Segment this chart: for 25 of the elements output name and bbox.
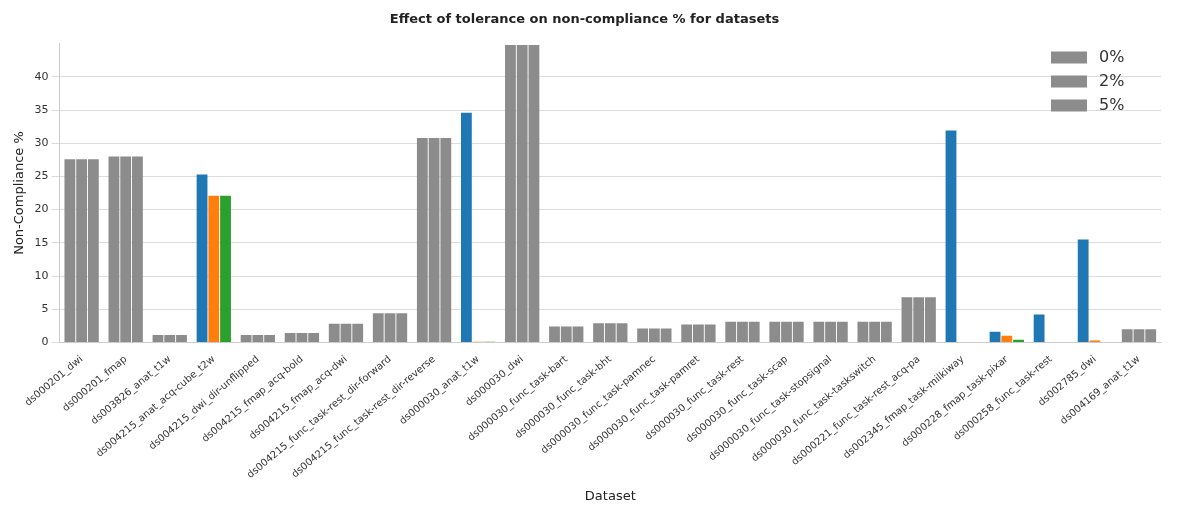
bar bbox=[196, 174, 208, 342]
y-axis-title: Non-Compliance % bbox=[11, 131, 27, 255]
bar bbox=[945, 130, 957, 342]
y-tick-label: 35 bbox=[34, 102, 49, 116]
bar bbox=[989, 331, 1001, 342]
bar bbox=[460, 112, 472, 342]
legend-label: 5% bbox=[1099, 94, 1125, 114]
y-tick-label: 25 bbox=[34, 169, 49, 183]
y-tick-label: 20 bbox=[34, 202, 49, 216]
bar bbox=[1001, 335, 1013, 342]
x-axis-title: Dataset bbox=[584, 487, 636, 503]
bar bbox=[1033, 314, 1045, 342]
y-tick-label: 5 bbox=[41, 302, 49, 316]
bar bbox=[208, 195, 220, 342]
y-tick-label: 15 bbox=[34, 235, 49, 249]
legend-label: 2% bbox=[1099, 70, 1125, 90]
bar bbox=[1077, 239, 1089, 342]
y-tick-label: 10 bbox=[34, 268, 49, 282]
y-tick-label: 0 bbox=[41, 335, 49, 349]
y-tick-label: 40 bbox=[34, 69, 49, 83]
bar bbox=[1013, 339, 1024, 342]
legend-label: 0% bbox=[1099, 46, 1125, 66]
bar bbox=[220, 195, 231, 342]
chart-title: Effect of tolerance on non-compliance % for datasets bbox=[389, 11, 780, 27]
y-tick-label: 30 bbox=[34, 136, 49, 150]
